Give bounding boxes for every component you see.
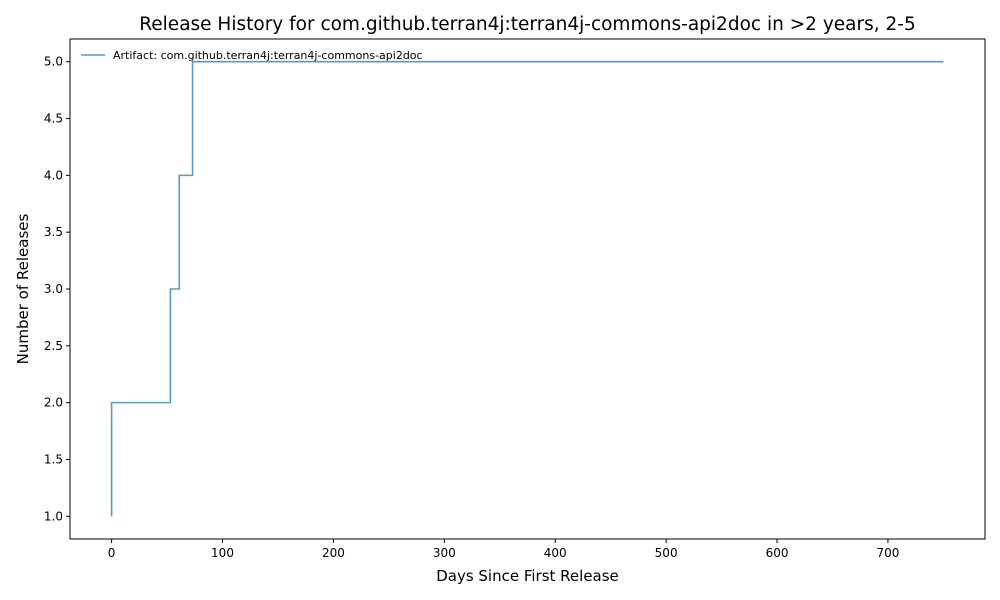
x-tick-label: 100 [211, 546, 234, 560]
y-tick-label: 3.5 [44, 225, 63, 239]
x-tick-label: 400 [544, 546, 567, 560]
y-tick-label: 1.5 [44, 452, 63, 466]
x-tick-label: 600 [766, 546, 789, 560]
x-tick-label: 300 [433, 546, 456, 560]
x-tick-label: 700 [877, 546, 900, 560]
y-tick-label: 4.0 [44, 168, 63, 182]
y-axis-ticks: 1.0 1.5 2.0 2.5 3.0 3.5 4.0 4.5 5.0 [44, 55, 70, 523]
x-axis-ticks: 0 100 200 300 400 500 600 700 [108, 539, 900, 560]
chart-title: Release History for com.github.terran4j:… [139, 14, 915, 35]
y-tick-label: 2.5 [44, 339, 63, 353]
y-tick-label: 3.0 [44, 282, 63, 296]
y-tick-label: 4.5 [44, 112, 63, 126]
series-line [110, 60, 944, 517]
series-layer [110, 60, 944, 517]
legend-label: Artifact: com.github.terran4j:terran4j-c… [113, 49, 423, 62]
legend: Artifact: com.github.terran4j:terran4j-c… [81, 49, 423, 62]
y-tick-label: 5.0 [44, 55, 63, 69]
y-tick-label: 1.0 [44, 509, 63, 523]
x-tick-label: 0 [108, 546, 116, 560]
y-axis-title: Number of Releases [14, 213, 32, 364]
x-tick-label: 200 [322, 546, 345, 560]
y-tick-label: 2.0 [44, 396, 63, 410]
x-axis-title: Days Since First Release [436, 567, 619, 585]
x-tick-label: 500 [655, 546, 678, 560]
